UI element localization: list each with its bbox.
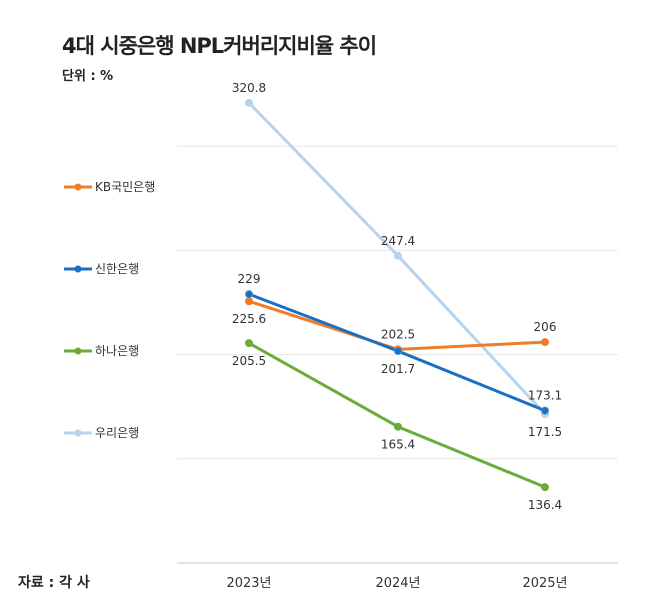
data-label: 206 — [534, 320, 557, 334]
data-label: 225.6 — [232, 312, 266, 326]
data-point — [245, 297, 253, 306]
data-label: 173.1 — [528, 389, 562, 403]
data-label: 320.8 — [232, 81, 266, 95]
data-point — [541, 406, 549, 415]
legend-label: 신한은행 — [95, 261, 139, 276]
data-point — [245, 98, 253, 107]
chart-title: 4대 시중은행 NPL커버리지비율 추이 — [62, 34, 377, 58]
x-tick-label: 2024년 — [375, 576, 420, 591]
legend-label: 하나은행 — [95, 343, 139, 358]
data-point — [394, 422, 402, 431]
data-point — [245, 290, 253, 299]
data-point — [245, 339, 253, 348]
data-label: 136.4 — [528, 498, 562, 512]
source-label: 자료 : 각 사 — [18, 575, 90, 591]
legend-marker — [74, 265, 82, 273]
data-point — [541, 338, 549, 347]
legend-marker — [74, 183, 82, 191]
legend-label: 우리은행 — [95, 425, 139, 440]
data-point — [541, 483, 549, 492]
data-label: 205.5 — [232, 354, 266, 368]
data-label: 229 — [238, 272, 261, 286]
data-label: 202.5 — [381, 327, 415, 341]
data-point — [394, 251, 402, 260]
x-tick-label: 2025년 — [522, 576, 567, 591]
legend-label: KB국민은행 — [95, 179, 155, 194]
legend-marker — [74, 429, 82, 437]
x-tick-label: 2023년 — [226, 576, 271, 591]
data-label: 247.4 — [381, 234, 415, 248]
unit-label: 단위 : % — [62, 69, 114, 84]
data-label: 171.5 — [528, 425, 562, 439]
series-line — [248, 299, 546, 351]
data-point — [394, 347, 402, 356]
legend-marker — [74, 347, 82, 355]
data-label: 201.7 — [381, 362, 415, 376]
data-label: 165.4 — [381, 438, 415, 452]
